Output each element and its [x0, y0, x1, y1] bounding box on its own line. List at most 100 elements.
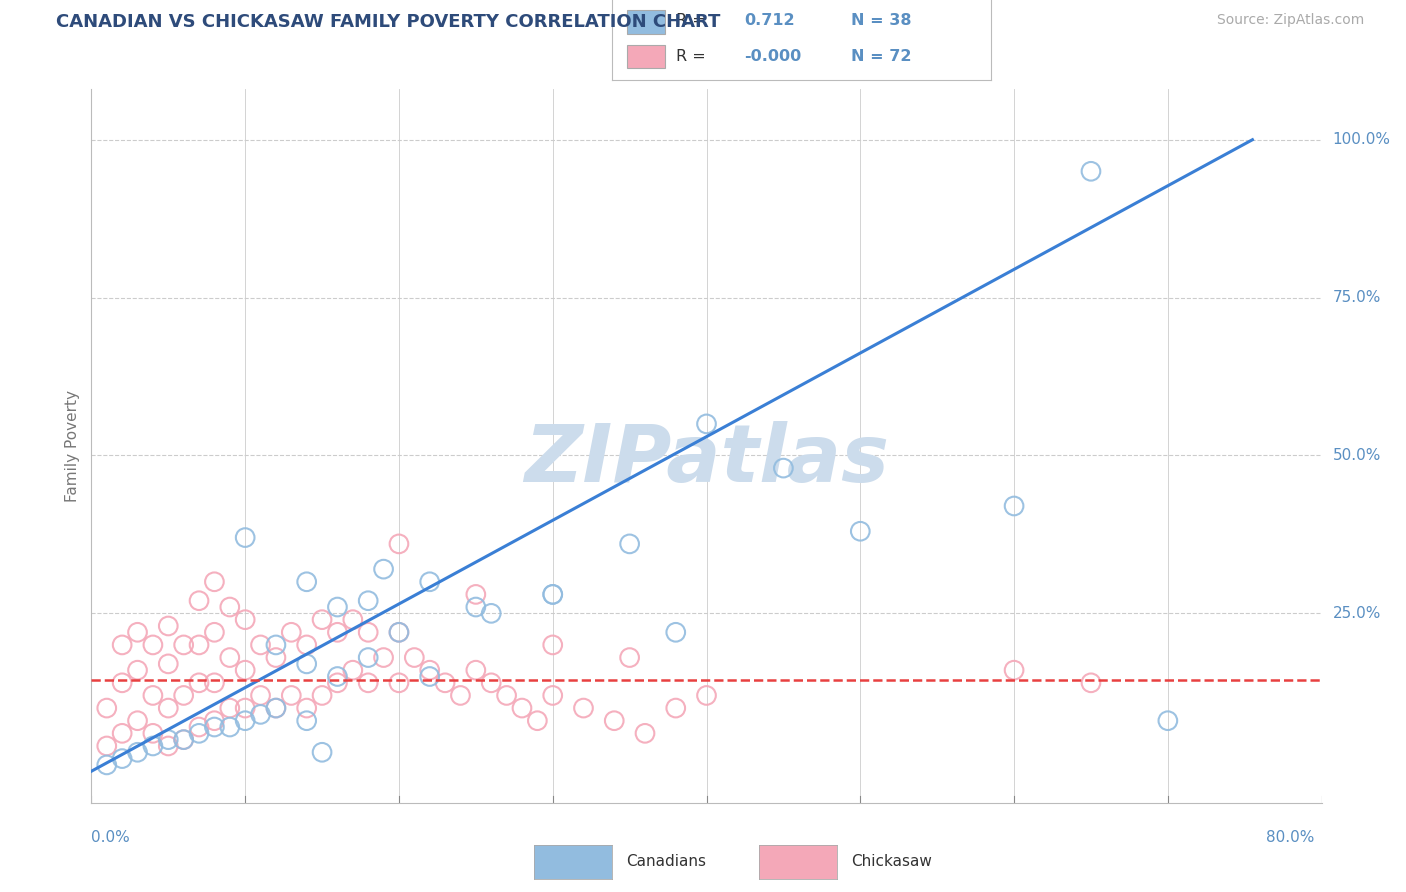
Point [464, 587, 486, 601]
Point [249, 707, 271, 722]
Text: CANADIAN VS CHICKASAW FAMILY POVERTY CORRELATION CHART: CANADIAN VS CHICKASAW FAMILY POVERTY COR… [56, 13, 721, 31]
Point [541, 587, 564, 601]
Point [373, 562, 395, 576]
Point [295, 638, 318, 652]
Point [233, 531, 256, 545]
Point [665, 701, 688, 715]
Point [357, 593, 380, 607]
Point [249, 638, 271, 652]
Text: Chickasaw: Chickasaw [851, 855, 932, 869]
Point [495, 689, 517, 703]
Point [111, 675, 134, 690]
Point [295, 701, 318, 715]
Text: -0.000: -0.000 [745, 49, 801, 64]
Point [1080, 675, 1102, 690]
Point [173, 732, 195, 747]
Point [373, 650, 395, 665]
Point [357, 625, 380, 640]
Point [464, 600, 486, 615]
Text: R =: R = [676, 49, 706, 64]
Text: 100.0%: 100.0% [1333, 132, 1391, 147]
Text: N = 72: N = 72 [851, 49, 911, 64]
Point [202, 625, 225, 640]
Point [326, 675, 349, 690]
Point [541, 638, 564, 652]
Point [173, 732, 195, 747]
Point [233, 613, 256, 627]
Point [188, 720, 211, 734]
Point [449, 689, 471, 703]
Point [264, 650, 287, 665]
Y-axis label: Family Poverty: Family Poverty [65, 390, 80, 502]
Point [696, 689, 718, 703]
Point [464, 663, 486, 677]
Point [572, 701, 595, 715]
Bar [627, 10, 665, 34]
Point [157, 732, 180, 747]
Point [419, 663, 441, 677]
Point [233, 663, 256, 677]
Point [264, 638, 287, 652]
Point [96, 701, 118, 715]
Point [388, 675, 411, 690]
Point [127, 625, 149, 640]
Text: Source: ZipAtlas.com: Source: ZipAtlas.com [1216, 13, 1364, 28]
Text: 0.0%: 0.0% [91, 830, 131, 845]
Point [127, 714, 149, 728]
Point [1002, 663, 1025, 677]
Point [111, 726, 134, 740]
Point [96, 758, 118, 772]
Point [233, 714, 256, 728]
Point [188, 593, 211, 607]
Point [218, 720, 240, 734]
Point [311, 745, 333, 759]
Point [202, 574, 225, 589]
Point [526, 714, 548, 728]
Point [1157, 714, 1180, 728]
Point [357, 650, 380, 665]
Point [218, 650, 240, 665]
Point [665, 625, 688, 640]
Point [157, 657, 180, 671]
Point [142, 689, 165, 703]
Text: N = 38: N = 38 [851, 13, 911, 29]
Point [173, 689, 195, 703]
Point [173, 638, 195, 652]
Point [388, 625, 411, 640]
Point [157, 701, 180, 715]
Point [202, 714, 225, 728]
Point [202, 675, 225, 690]
Text: 80.0%: 80.0% [1267, 830, 1315, 845]
Point [849, 524, 872, 539]
Text: 50.0%: 50.0% [1333, 448, 1381, 463]
Point [280, 625, 302, 640]
Text: 25.0%: 25.0% [1333, 606, 1381, 621]
Point [127, 663, 149, 677]
Text: R =: R = [676, 13, 706, 29]
Point [479, 675, 502, 690]
Point [342, 613, 364, 627]
Point [634, 726, 657, 740]
Point [264, 701, 287, 715]
Point [603, 714, 626, 728]
Point [1002, 499, 1025, 513]
Text: Canadians: Canadians [626, 855, 706, 869]
Point [295, 657, 318, 671]
Point [311, 613, 333, 627]
Point [264, 701, 287, 715]
Point [772, 461, 794, 475]
Point [218, 701, 240, 715]
Point [326, 669, 349, 683]
Point [541, 689, 564, 703]
Point [541, 587, 564, 601]
Point [419, 574, 441, 589]
Point [479, 607, 502, 621]
Point [619, 650, 641, 665]
Point [280, 689, 302, 703]
Point [202, 720, 225, 734]
Point [357, 675, 380, 690]
Point [311, 689, 333, 703]
Point [388, 537, 411, 551]
Point [342, 663, 364, 677]
Point [218, 600, 240, 615]
